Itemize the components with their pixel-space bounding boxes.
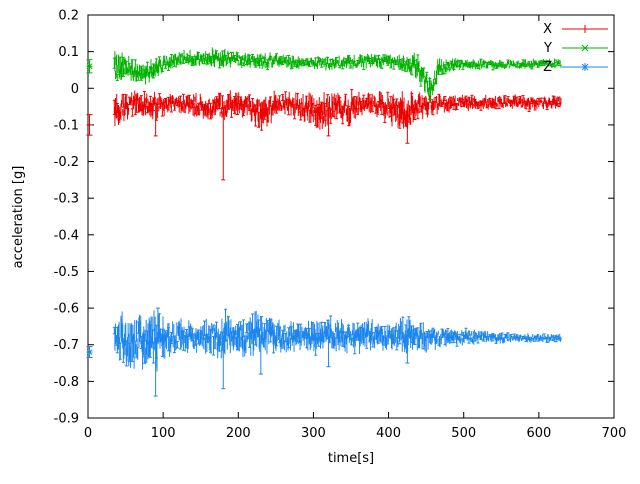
series-X xyxy=(86,89,562,181)
legend-sample-Y xyxy=(562,44,608,52)
y-tick-label: -0.5 xyxy=(54,265,79,280)
y-tick-label: -0.4 xyxy=(54,228,79,243)
legend-label-X: X xyxy=(543,22,552,37)
y-tick-label: -0.3 xyxy=(54,192,79,207)
x-tick-label: 400 xyxy=(376,426,401,441)
tick-labels: 0 100 200 300 400 500 600 700 -0.9 -0.8 -0.7 -0.6 -0… xyxy=(54,9,627,442)
legend-label-Z: Z xyxy=(543,60,552,75)
y-tick-label: -0.9 xyxy=(54,412,79,427)
y-axis-label: acceleration [g] xyxy=(11,166,26,269)
x-tick-label: 100 xyxy=(151,426,176,441)
y-tick-label: -0.6 xyxy=(54,302,79,317)
y-tick-label: -0.2 xyxy=(54,155,79,170)
legend-label-Y: Y xyxy=(543,41,552,56)
y-tick-label: 0 xyxy=(71,82,79,97)
series-Z xyxy=(86,307,562,397)
x-tick-label: 300 xyxy=(301,426,326,441)
legend-sample-Z xyxy=(562,63,608,71)
x-tick-label: 600 xyxy=(526,426,551,441)
axis-ticks xyxy=(87,14,615,419)
series-Y xyxy=(86,47,562,100)
legend-sample-X xyxy=(562,25,608,33)
y-tick-label: -0.7 xyxy=(54,338,79,353)
x-tick-label: 200 xyxy=(226,426,251,441)
x-tick-label: 0 xyxy=(84,426,92,441)
y-tick-label: -0.8 xyxy=(54,375,79,390)
legend: XYZ xyxy=(543,22,608,75)
y-tick-label: -0.1 xyxy=(54,118,79,133)
y-tick-label: 0.1 xyxy=(58,45,79,60)
x-tick-label: 500 xyxy=(451,426,476,441)
x-tick-label: 700 xyxy=(602,426,627,441)
x-axis-label: time[s] xyxy=(328,451,374,466)
y-tick-label: 0.2 xyxy=(58,9,79,24)
plot-border xyxy=(87,14,615,419)
plot-area: 0 100 200 300 400 500 600 700 -0.9 -0.8 -0.7 -0.6 -0… xyxy=(54,9,627,442)
